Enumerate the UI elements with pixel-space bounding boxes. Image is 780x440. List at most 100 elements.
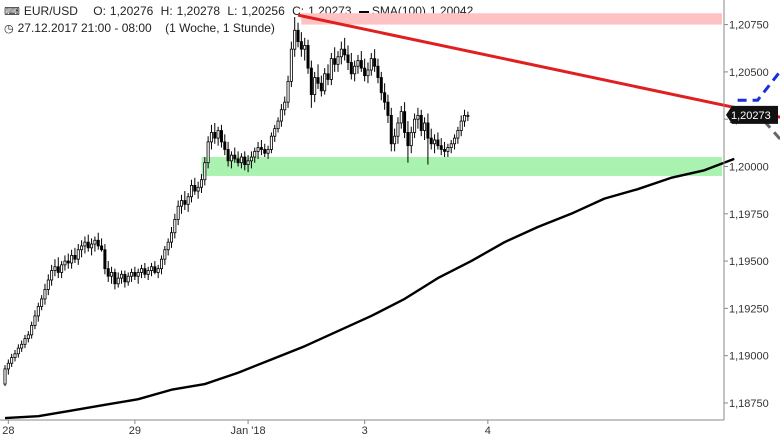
candle (96, 232, 100, 250)
candle-body (423, 122, 427, 131)
candle (153, 261, 157, 275)
candle (296, 22, 300, 48)
candle-body (463, 115, 467, 122)
candle (389, 107, 393, 152)
candle-body (459, 120, 463, 131)
candle (76, 244, 80, 265)
candle-body (173, 219, 177, 234)
candle (100, 238, 104, 252)
candle-body (259, 147, 263, 150)
candle-body (316, 77, 320, 84)
candle (86, 234, 90, 252)
x-tick-label: 28 (2, 425, 14, 437)
candle (359, 51, 363, 72)
candle-body (446, 147, 450, 152)
candle (199, 174, 203, 193)
bearish-projection-arrow (737, 112, 780, 142)
candle (126, 272, 130, 286)
candle (356, 54, 360, 74)
candle-body (123, 273, 127, 283)
x-tick-label: Jan '18 (231, 425, 266, 437)
candle (253, 147, 257, 163)
candle (249, 151, 253, 169)
candle-body (319, 82, 323, 92)
candle-body (209, 132, 213, 143)
candle (43, 283, 47, 305)
candle (70, 249, 74, 269)
candle-body (239, 156, 243, 164)
candle (179, 194, 183, 214)
y-tick-label: 1,19500 (729, 256, 769, 268)
candle-body (36, 306, 40, 317)
candle (316, 64, 320, 89)
candle-body (413, 118, 417, 133)
candle-body (86, 241, 90, 249)
candle (463, 109, 467, 127)
candle (80, 240, 84, 258)
candle (216, 126, 220, 146)
candle (160, 255, 164, 275)
candle (93, 236, 97, 252)
candle (130, 268, 134, 282)
low-value: 1,20256 (241, 4, 285, 18)
sma-line (4, 157, 735, 420)
candle-body (110, 272, 114, 277)
candle (396, 117, 400, 144)
candle (273, 124, 277, 142)
candles-layer (3, 17, 470, 386)
candle (459, 115, 463, 137)
candle-body (196, 186, 200, 192)
candle (419, 109, 423, 137)
candle (226, 141, 230, 167)
candle (366, 62, 370, 84)
candle (369, 52, 373, 76)
candle-body (50, 270, 54, 281)
candle-body (66, 260, 70, 264)
candle-body (233, 154, 237, 160)
candle (283, 96, 287, 116)
candle-body (46, 279, 50, 290)
candle (289, 41, 293, 88)
candle-body (336, 56, 340, 65)
candle (406, 121, 410, 163)
candle (56, 257, 60, 279)
candle (113, 268, 117, 290)
candle (263, 143, 267, 158)
candle-body (256, 147, 260, 152)
candle (246, 155, 250, 173)
candle-body (156, 268, 160, 273)
candle (10, 353, 14, 368)
candle (383, 83, 387, 110)
candle (376, 58, 380, 84)
candle (333, 47, 337, 72)
candle (239, 153, 243, 169)
candle-body (303, 45, 307, 50)
candle-body (96, 239, 100, 247)
candle-body (199, 179, 203, 188)
candle (176, 200, 180, 226)
candle-body (76, 249, 80, 260)
candle (433, 134, 437, 154)
candle-body (236, 158, 240, 164)
candle (466, 111, 470, 122)
candle-body (426, 122, 430, 139)
candle (136, 268, 140, 284)
candle (163, 245, 167, 265)
candle (436, 132, 440, 150)
candle (140, 264, 144, 279)
downtrend-line (297, 13, 780, 119)
candle (313, 71, 317, 103)
candle (409, 126, 413, 154)
candle-body (406, 132, 410, 147)
y-tick-label: 1,20500 (729, 67, 769, 79)
candle (116, 272, 120, 288)
candle (186, 192, 190, 212)
open-label: O: (93, 4, 106, 18)
candle (276, 117, 280, 133)
candle-body (70, 255, 74, 264)
candle-body (309, 67, 313, 95)
candle-body (23, 338, 27, 345)
candle (309, 60, 313, 108)
y-tick-label: 1,19750 (729, 209, 769, 221)
